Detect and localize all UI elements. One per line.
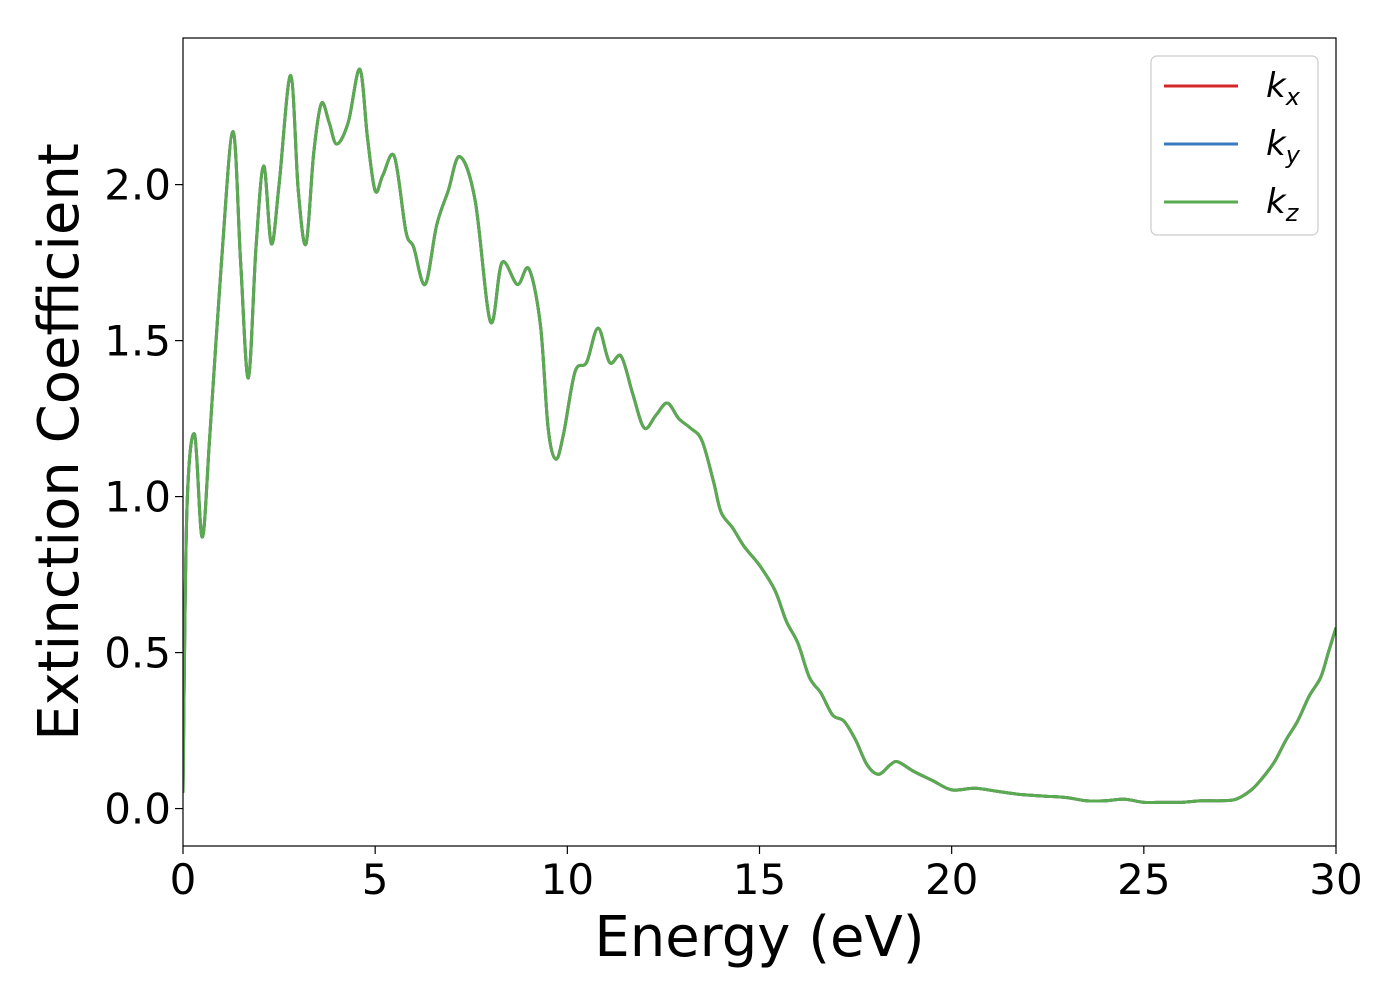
- legend: kx ky kz: [1150, 55, 1319, 236]
- x-tick-label: 0: [170, 855, 197, 904]
- y-axis-title: Extinction Coefficient: [27, 143, 92, 741]
- x-axis-ticks: 0 5 10 15 20 25 30: [170, 846, 1363, 904]
- x-axis-title: Energy (eV): [594, 905, 924, 970]
- x-tick-label: 30: [1309, 855, 1362, 904]
- y-tick-label: 2.0: [104, 161, 171, 210]
- x-tick-label: 25: [1117, 855, 1170, 904]
- y-tick-label: 0.5: [104, 629, 171, 678]
- y-tick-label: 1.0: [104, 473, 171, 522]
- legend-label-ky: ky: [1266, 124, 1301, 169]
- x-tick-label: 15: [733, 855, 786, 904]
- legend-label-kx: kx: [1266, 66, 1301, 111]
- legend-label-kz: kz: [1266, 182, 1300, 227]
- x-tick-label: 5: [362, 855, 389, 904]
- x-tick-label: 20: [925, 855, 978, 904]
- y-axis-ticks: 0.0 0.5 1.0 1.5 2.0: [104, 161, 183, 834]
- series-layer: [183, 67, 1336, 805]
- x-tick-label: 10: [541, 855, 594, 904]
- series-line-kz: [183, 67, 1336, 805]
- y-tick-label: 0.0: [104, 785, 171, 834]
- y-tick-label: 1.5: [104, 317, 171, 366]
